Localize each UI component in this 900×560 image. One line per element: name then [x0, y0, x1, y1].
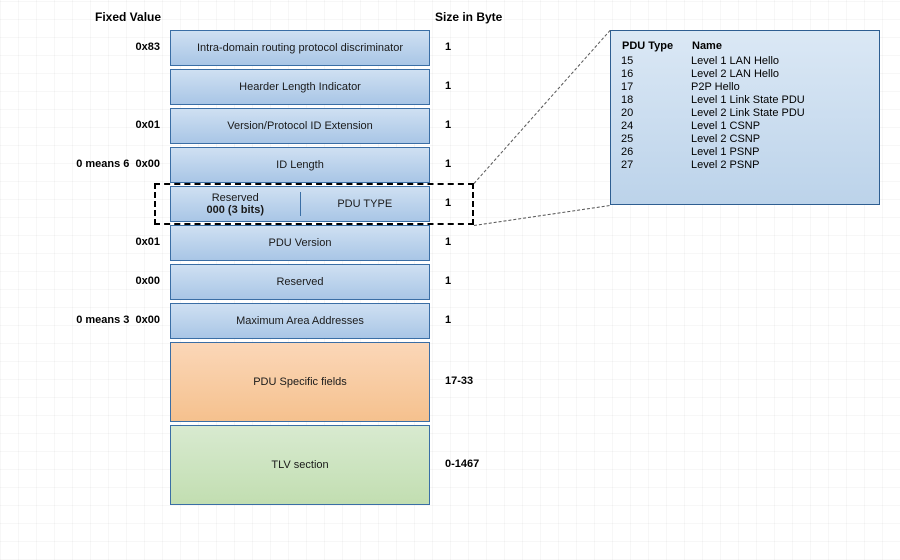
field-row: Hearder Length Indicator	[170, 69, 430, 105]
size-value: 17-33	[445, 375, 473, 387]
fixed-value: 0 means 3 0x00	[76, 314, 160, 326]
field-row: Version/Protocol ID Extension	[170, 108, 430, 144]
leader-line	[474, 30, 611, 184]
size-value: 1	[445, 275, 451, 287]
fixed-value: 0x01	[136, 236, 160, 248]
fixed-value: 0x83	[136, 41, 160, 53]
header-size: Size in Byte	[435, 10, 502, 24]
callout-col-type: PDU Type	[621, 39, 691, 55]
fixed-value: 0x00	[136, 275, 160, 287]
size-value: 1	[445, 236, 451, 248]
field-row: PDU Version	[170, 225, 430, 261]
field-row: Maximum Area Addresses	[170, 303, 430, 339]
leader-line	[474, 205, 610, 226]
field-row: TLV section	[170, 425, 430, 505]
pdu-type-callout: PDU Type Name 15Level 1 LAN Hello16Level…	[610, 30, 880, 205]
callout-row: 16Level 2 LAN Hello	[621, 68, 869, 81]
callout-row: 20Level 2 Link State PDU	[621, 107, 869, 120]
callout-row: 18Level 1 Link State PDU	[621, 94, 869, 107]
callout-row: 15Level 1 LAN Hello	[621, 55, 869, 68]
fixed-value: 0x01	[136, 119, 160, 131]
reserved-bits: Reserved000 (3 bits)	[171, 192, 301, 216]
callout-row: 27Level 2 PSNP	[621, 159, 869, 172]
size-value: 1	[445, 158, 451, 170]
field-row: Reserved	[170, 264, 430, 300]
pdu-type-cell: PDU TYPE	[301, 198, 430, 210]
size-value: 1	[445, 314, 451, 326]
field-row: Reserved000 (3 bits)PDU TYPE	[170, 186, 430, 222]
field-row: Intra-domain routing protocol discrimina…	[170, 30, 430, 66]
callout-row: 17P2P Hello	[621, 81, 869, 94]
field-row: ID Length	[170, 147, 430, 183]
pdu-stack: Intra-domain routing protocol discrimina…	[170, 30, 430, 505]
fixed-value: 0 means 6 0x00	[76, 158, 160, 170]
size-value: 0-1467	[445, 458, 479, 470]
callout-col-name: Name	[691, 39, 869, 55]
header-fixed-value: Fixed Value	[95, 10, 161, 24]
callout-row: 25Level 2 CSNP	[621, 133, 869, 146]
field-row: PDU Specific fields	[170, 342, 430, 422]
size-value: 1	[445, 41, 451, 53]
size-value: 1	[445, 197, 451, 209]
size-value: 1	[445, 80, 451, 92]
size-value: 1	[445, 119, 451, 131]
callout-row: 26Level 1 PSNP	[621, 146, 869, 159]
callout-row: 24Level 1 CSNP	[621, 120, 869, 133]
